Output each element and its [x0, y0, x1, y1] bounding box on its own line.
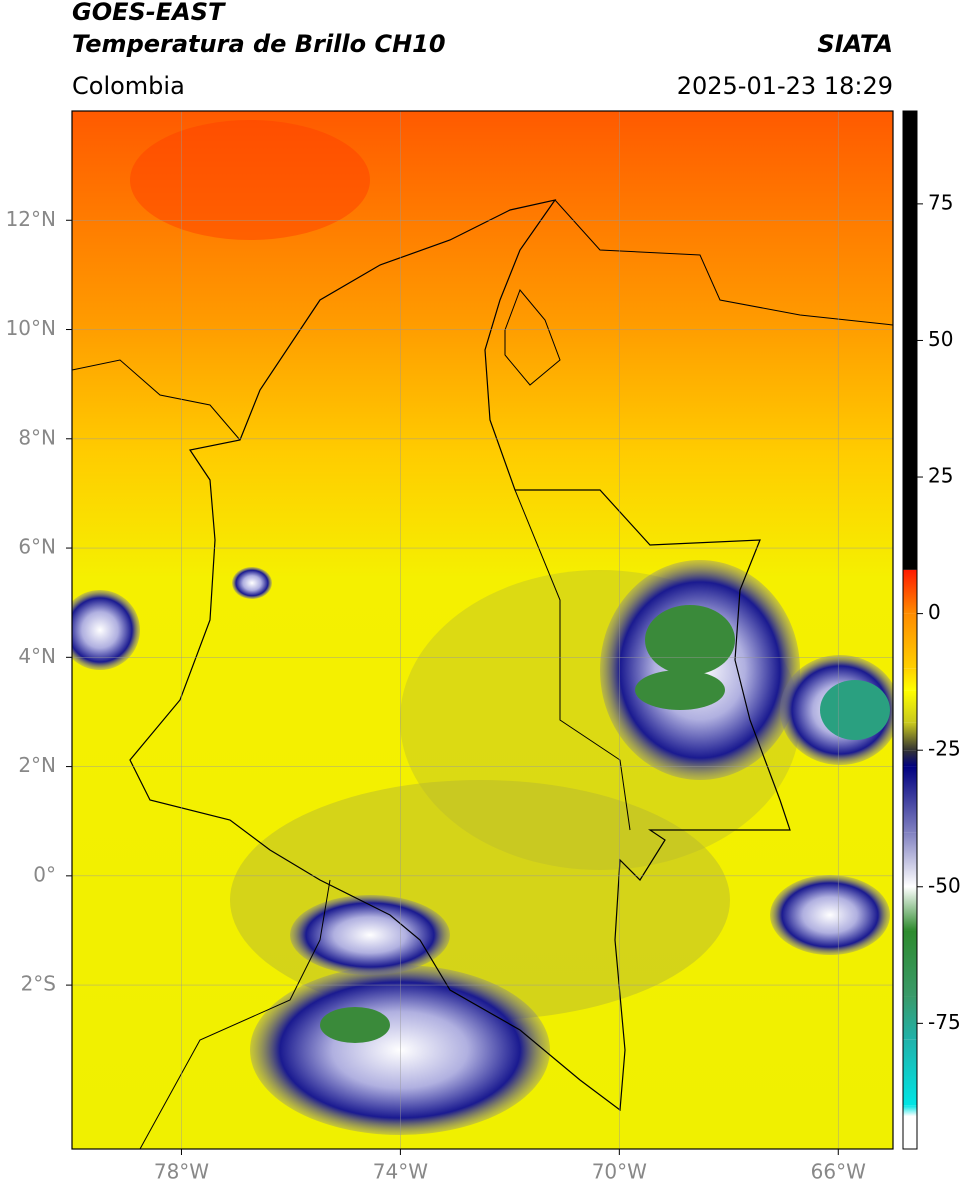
map-frame: [71, 110, 894, 1150]
colorbar-tick-label: 50: [928, 327, 953, 351]
source: SIATA: [817, 30, 893, 58]
colorbar-segment: [903, 613, 917, 669]
colorbar-tick-label: -25: [928, 737, 961, 761]
colorbar-segment: [903, 690, 917, 723]
colorbar-tick-label: 75: [928, 190, 953, 214]
y-tick-label: 8°N: [18, 425, 56, 449]
colorbar-frame: [902, 110, 918, 1150]
colorbar-segment: [903, 886, 917, 931]
y-tick-label: 6°N: [18, 535, 56, 559]
colorbar-tick-label: -75: [928, 1010, 961, 1034]
y-tick-label: 0°: [33, 862, 56, 886]
region: Colombia: [72, 72, 185, 100]
colorbar-tick-label: 0: [928, 600, 941, 624]
colorbar-segment: [903, 930, 917, 997]
colorbar-segment: [903, 569, 917, 614]
header-line: GOES-EAST: [72, 0, 226, 26]
y-tick-label: 10°N: [6, 316, 56, 340]
y-tick-label: 2°S: [21, 972, 56, 996]
y-tick-label: 12°N: [6, 207, 56, 231]
title: Temperatura de Brillo CH10: [72, 30, 446, 58]
colorbar-segment: [903, 668, 917, 691]
colorbar-segment: [903, 996, 917, 1040]
x-tick-label: 66°W: [811, 1160, 866, 1184]
colorbar-segment: [903, 722, 917, 751]
x-tick-label: 74°W: [373, 1160, 428, 1184]
colorbar-segment: [903, 1039, 917, 1106]
colorbar-segment: [903, 1105, 917, 1117]
colorbar-segment: [903, 111, 917, 570]
x-tick-label: 70°W: [592, 1160, 647, 1184]
colorbar: [903, 111, 917, 1149]
y-tick-label: 2°N: [18, 753, 56, 777]
x-tick-label: 78°W: [154, 1160, 209, 1184]
datetime: 2025-01-23 18:29: [677, 72, 893, 100]
colorbar-tick-label: -50: [928, 873, 961, 897]
colorbar-segment: [903, 766, 917, 833]
y-tick-label: 4°N: [18, 644, 56, 668]
colorbar-segment: [903, 750, 917, 767]
colorbar-segment: [903, 832, 917, 887]
satellite-image: [72, 111, 893, 1149]
colorbar-tick-label: 25: [928, 464, 953, 488]
colorbar-segment: [903, 1116, 917, 1149]
